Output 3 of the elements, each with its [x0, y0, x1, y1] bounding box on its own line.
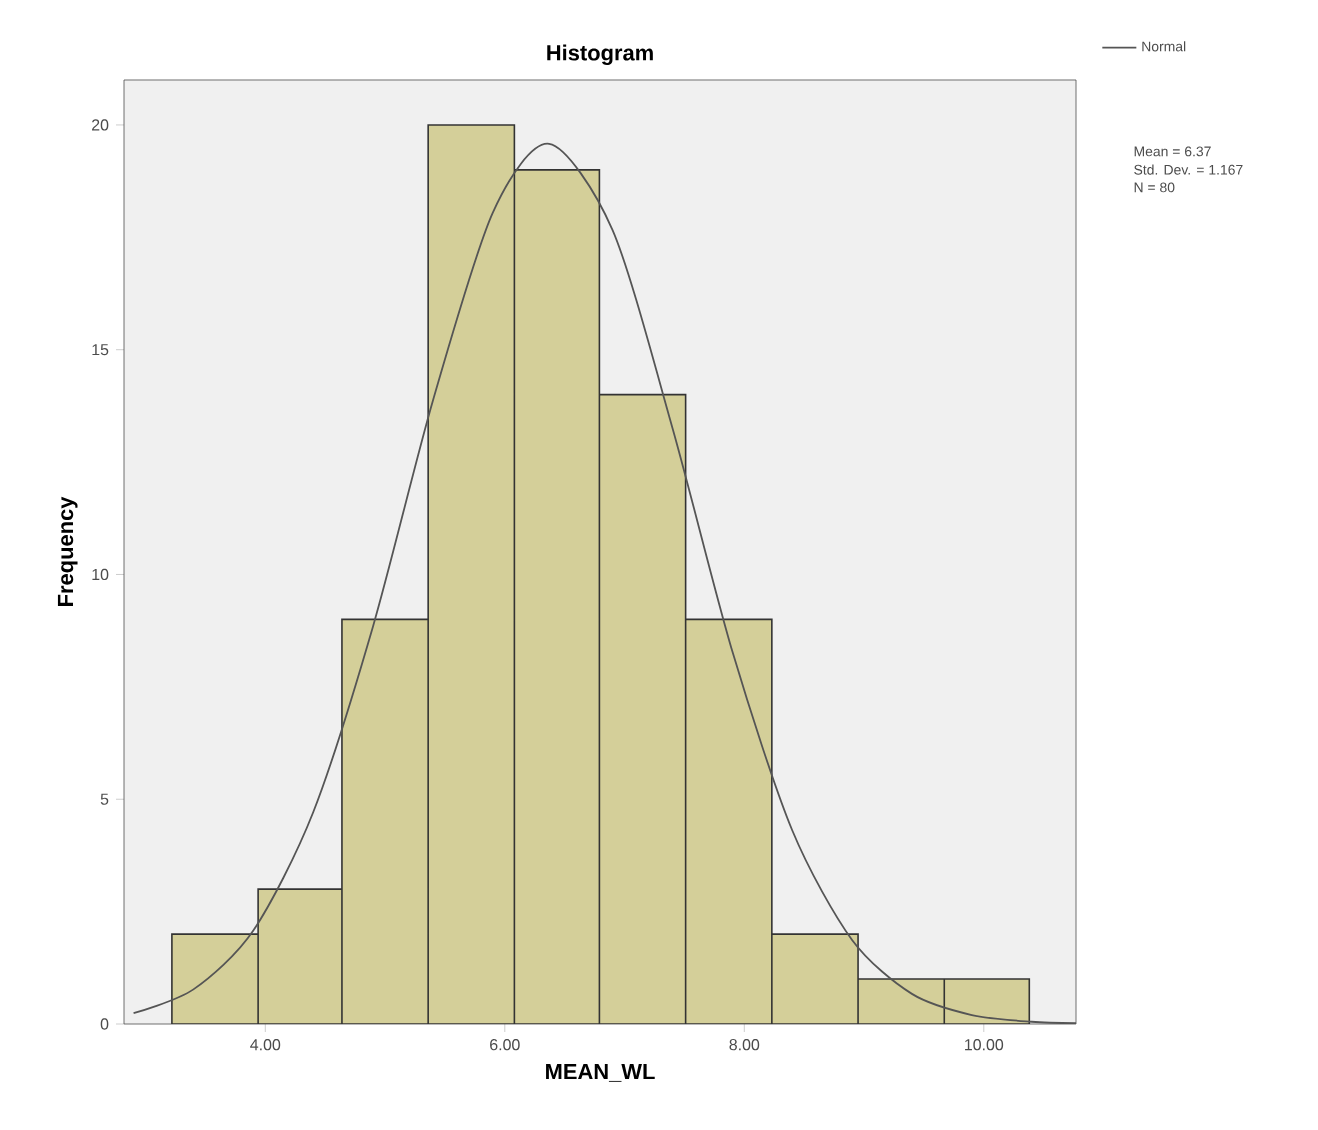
- chart-title: Histogram: [547, 44, 653, 66]
- x-axis-title: MEAN_WL: [546, 1064, 655, 1082]
- y-axis-title: Frequency: [57, 496, 78, 606]
